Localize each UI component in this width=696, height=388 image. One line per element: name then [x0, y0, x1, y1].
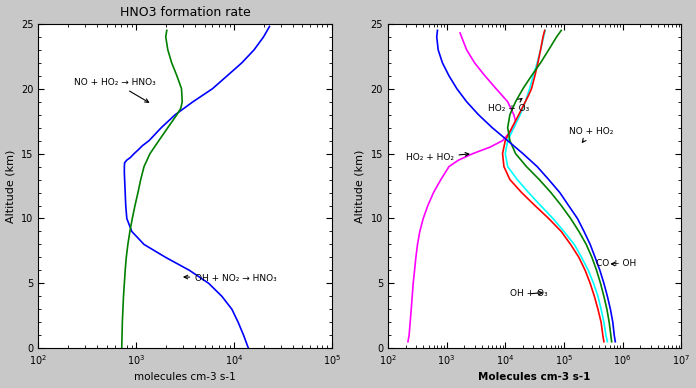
Y-axis label: Altitude (km): Altitude (km): [6, 149, 15, 223]
Title: HNO3 formation rate: HNO3 formation rate: [120, 5, 251, 19]
Text: OH + O₃: OH + O₃: [510, 289, 548, 298]
Text: NO + HO₂: NO + HO₂: [569, 127, 613, 142]
Text: CO + OH: CO + OH: [596, 260, 636, 268]
Text: HO₂ + O₃: HO₂ + O₃: [488, 99, 529, 113]
Y-axis label: Altitude (km): Altitude (km): [355, 149, 365, 223]
Text: OH + NO₂ → HNO₃: OH + NO₂ → HNO₃: [184, 274, 277, 283]
Text: HO₂ + HO₂: HO₂ + HO₂: [406, 152, 469, 162]
Text: NO + HO₂ → HNO₃: NO + HO₂ → HNO₃: [74, 78, 156, 102]
X-axis label: molecules cm-3 s-1: molecules cm-3 s-1: [134, 372, 236, 383]
X-axis label: Molecules cm-3 s-1: Molecules cm-3 s-1: [478, 372, 591, 383]
